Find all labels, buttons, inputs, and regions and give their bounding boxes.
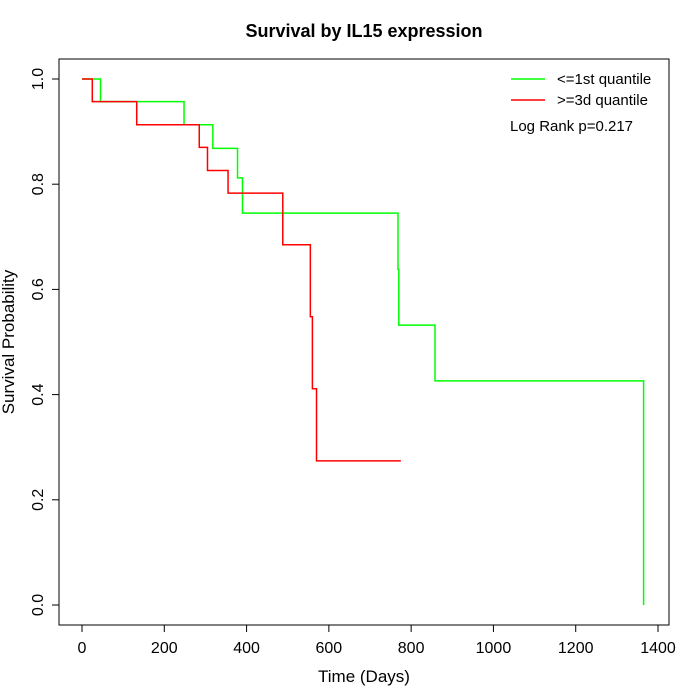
y-tick-label: 0.6: [30, 278, 47, 300]
y-tick-label: 0.4: [30, 383, 47, 405]
x-tick-label: 1000: [476, 640, 512, 657]
y-axis: 0.0 0.2 0.4 0.6 0.8 1.0: [30, 68, 59, 616]
x-tick-label: 1400: [640, 640, 676, 657]
x-tick-label: 400: [233, 640, 260, 657]
x-axis: 0 200 400 600 800 1000 1200 1400: [78, 625, 676, 657]
logrank-annotation: Log Rank p=0.217: [510, 118, 633, 135]
legend-label-1: <=1st quantile: [557, 71, 651, 88]
x-tick-label: 200: [151, 640, 178, 657]
chart-title: Survival by IL15 expression: [245, 21, 482, 41]
legend: <=1st quantile >=3d quantile: [511, 71, 651, 109]
y-tick-label: 0.2: [30, 489, 47, 511]
series-layer: [82, 78, 645, 605]
y-tick-label: 0.0: [30, 594, 47, 616]
x-tick-label: 600: [316, 640, 343, 657]
series-line-1: [82, 78, 645, 605]
plot-frame: [58, 58, 670, 626]
x-tick-label: 800: [398, 640, 425, 657]
y-tick-label: 1.0: [30, 68, 47, 90]
series-line-2: [82, 78, 401, 462]
y-axis-label: Survival Probability: [0, 269, 18, 414]
y-tick-label: 0.8: [30, 173, 47, 195]
legend-label-2: >=3d quantile: [557, 92, 648, 109]
x-tick-label: 1200: [558, 640, 594, 657]
x-axis-label: Time (Days): [318, 667, 410, 686]
x-tick-label: 0: [78, 640, 87, 657]
